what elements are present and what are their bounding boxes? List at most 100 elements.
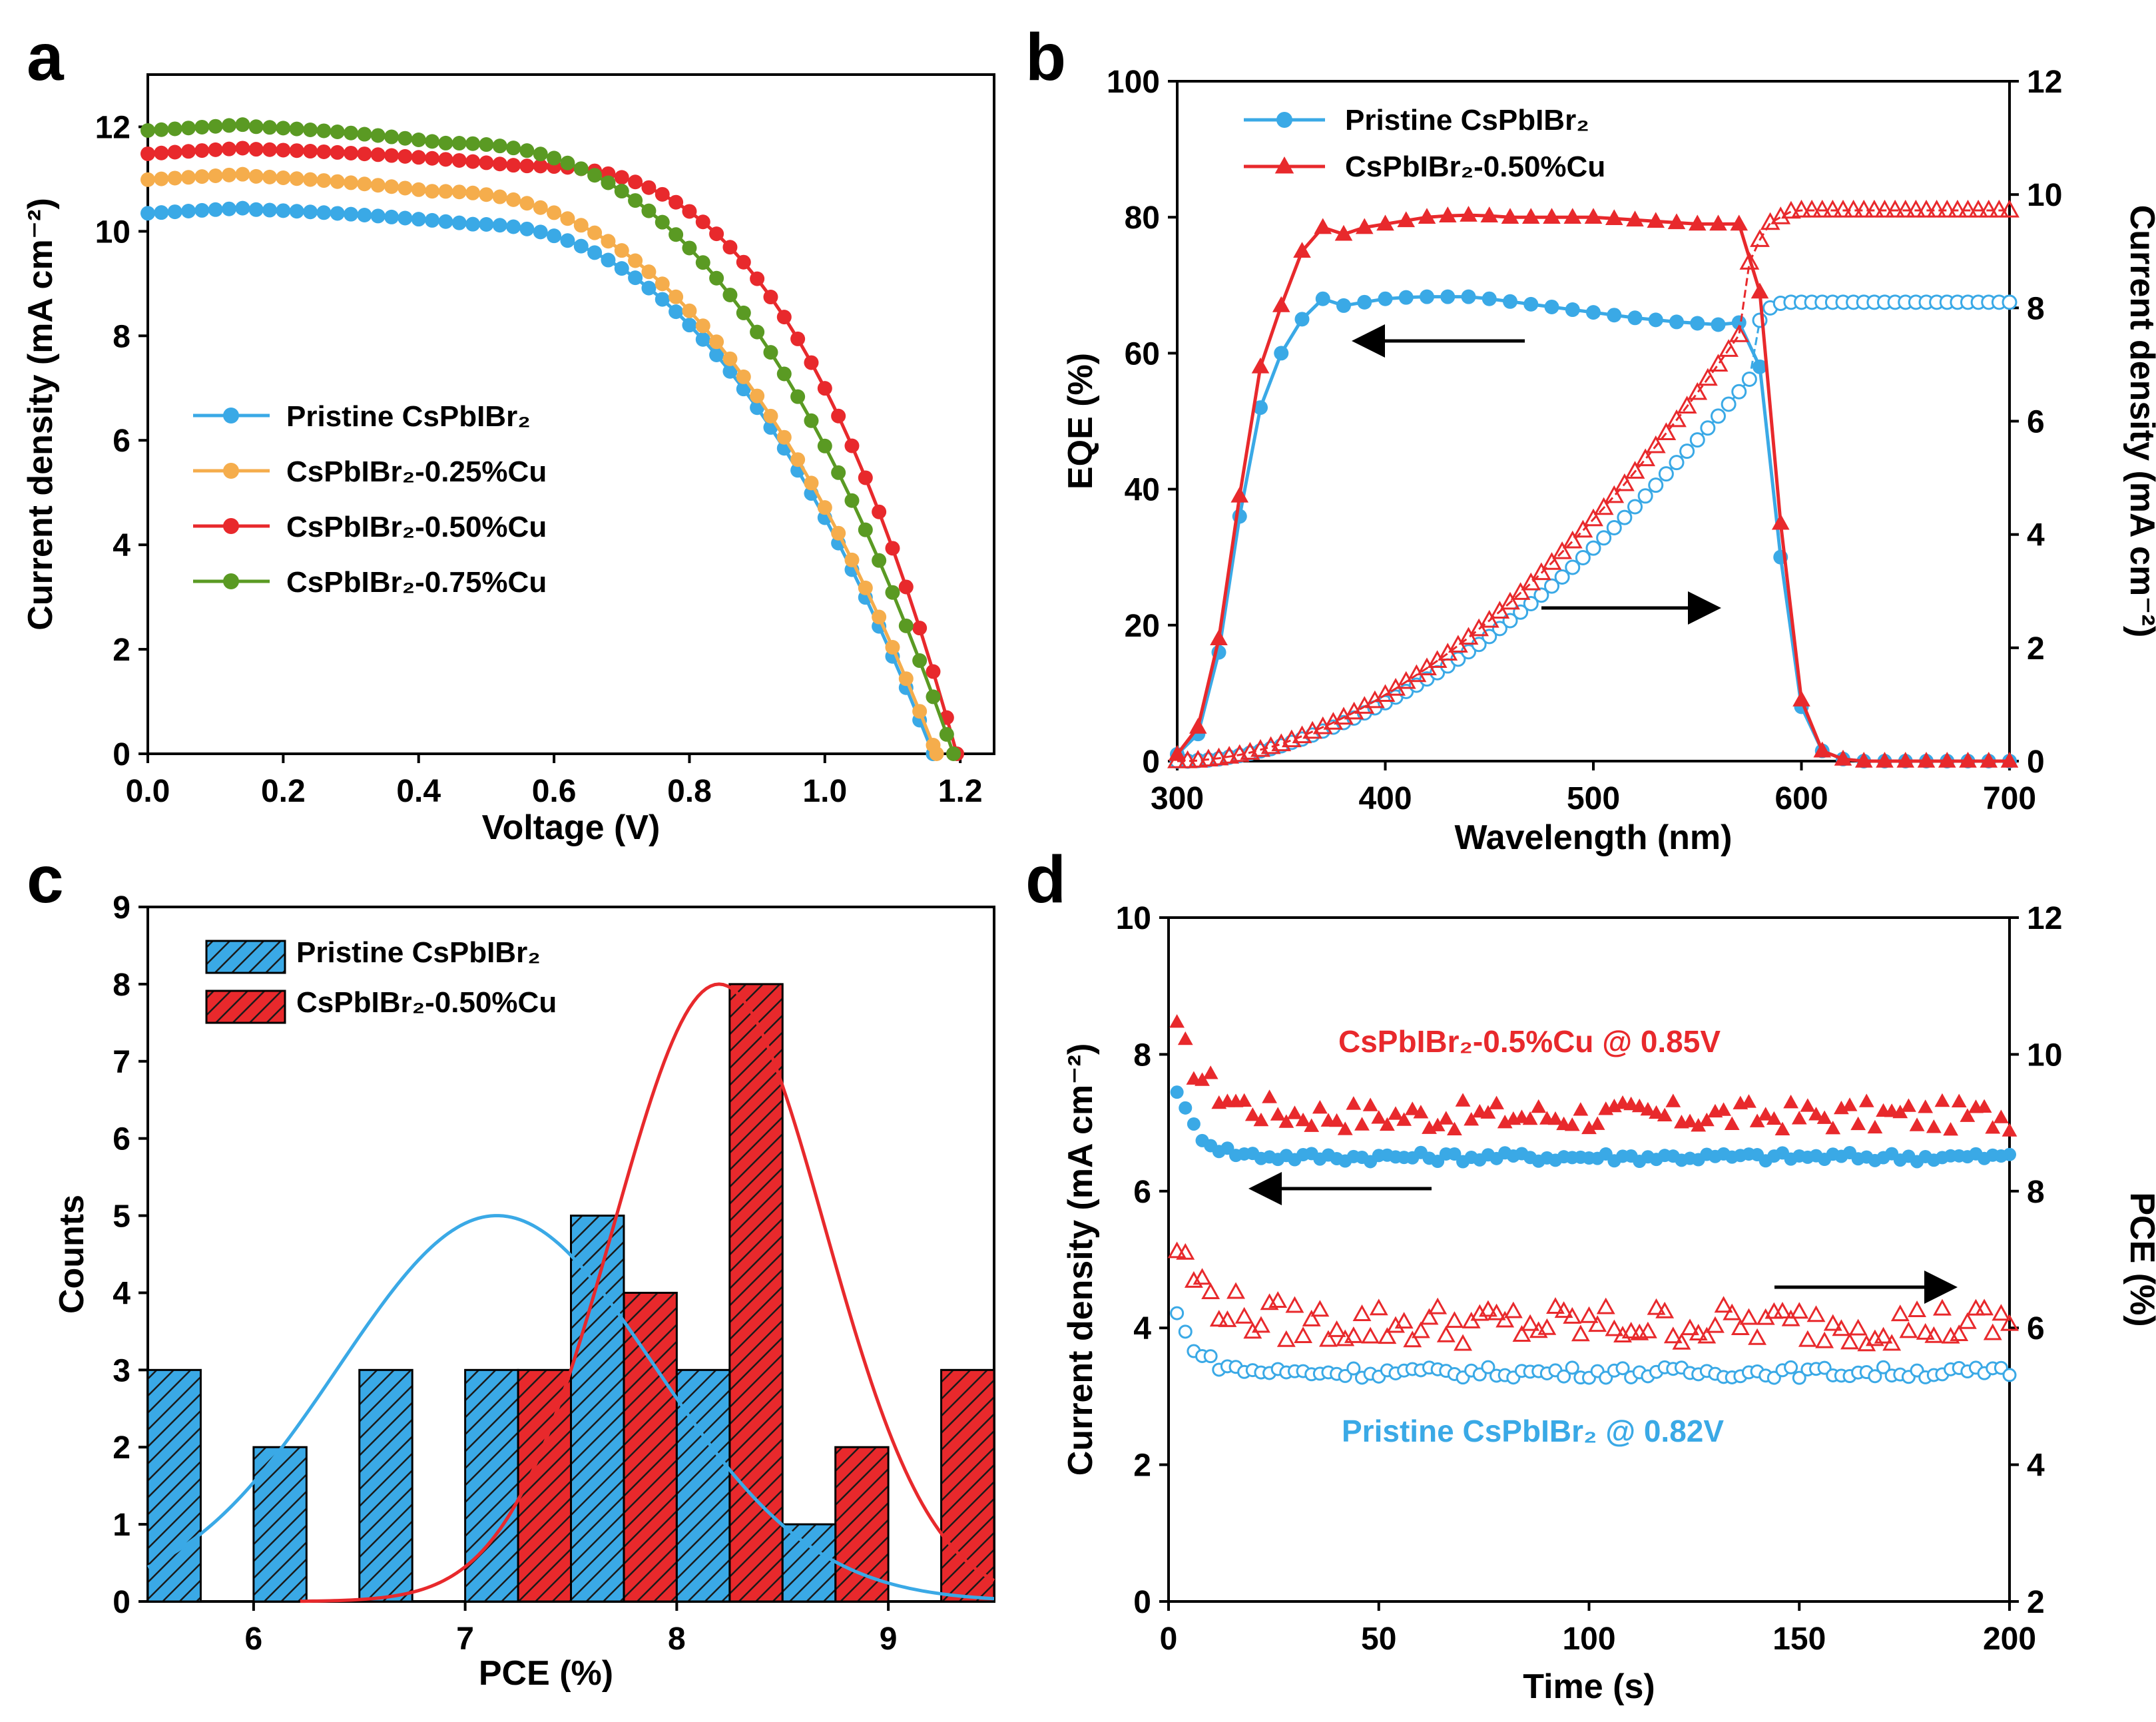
b-eqe-point-1: [1771, 513, 1790, 530]
a-data-point-2: [722, 240, 738, 255]
a-data-point-3: [601, 175, 616, 190]
a-data-point-0: [276, 203, 291, 218]
c-bar-0: [358, 1368, 413, 1603]
b-eqe-point-0: [1294, 312, 1310, 327]
a-data-point-2: [763, 290, 778, 305]
b-jsc-point-1: [1469, 618, 1489, 637]
b-ytick-label: 40: [1125, 473, 1160, 508]
a-data-point-3: [872, 553, 887, 568]
b-eqe-point-0: [1398, 290, 1414, 305]
b-jsc-point-0: [1731, 384, 1747, 400]
b-jsc-point-0: [1523, 595, 1539, 611]
a-data-point-0: [682, 318, 697, 333]
d-point-1: [1187, 1117, 1201, 1131]
d-point-2: [1554, 1301, 1573, 1318]
d-point-2: [1647, 1298, 1666, 1315]
c-bar-0: [464, 1368, 519, 1603]
a-data-point-3: [776, 366, 792, 382]
b-jsc-point-0: [1689, 432, 1705, 448]
b-eqe-point-1: [1626, 210, 1644, 227]
b-jsc-point-1: [1854, 199, 1874, 218]
b-eqe-point-1: [1210, 629, 1228, 646]
d-point-2: [1983, 1323, 2002, 1340]
a-xtick-label: 0.8: [667, 774, 712, 809]
a-data-point-3: [763, 345, 778, 360]
d-point-0: [1791, 1111, 1807, 1125]
b-jsc-point-0: [1606, 519, 1622, 535]
a-data-point-2: [844, 438, 860, 453]
a-data-point-2: [384, 148, 400, 163]
d-point-2: [1697, 1326, 1717, 1344]
d-point-2: [1975, 1298, 1994, 1316]
a-data-point-1: [750, 388, 765, 404]
d-point-2: [1899, 1321, 1918, 1338]
d-point-0: [1649, 1105, 1664, 1119]
c-xtick-label: 7: [456, 1621, 474, 1657]
a-data-point-0: [289, 204, 304, 219]
a-ytick-label: 0: [113, 737, 131, 772]
d-point-0: [1716, 1102, 1731, 1116]
d-point-0: [1825, 1121, 1841, 1135]
panel-b-eqe: 300 400 500 600 700020406080100024681012Wave…: [1061, 65, 2156, 857]
a-data-point-1: [669, 289, 684, 304]
b-eqe-point-1: [2000, 752, 2019, 768]
a-data-point-1: [465, 185, 481, 200]
c-bar-0: [675, 1368, 731, 1603]
d-xtick-label: 200: [1983, 1621, 2036, 1657]
d-point-2: [1916, 1322, 1935, 1340]
d-point-0: [1195, 1072, 1210, 1086]
b-jsc-point-0: [1741, 372, 1757, 388]
d-yrtick-label: 6: [2027, 1311, 2045, 1346]
b-xtick-label: 600: [1774, 781, 1828, 816]
d-point-2: [1251, 1316, 1270, 1333]
panel-label-b: b: [1025, 20, 1066, 95]
d-point-2: [1386, 1316, 1405, 1333]
d-point-2: [1605, 1319, 1624, 1336]
d-ytick-label: 2: [1133, 1448, 1151, 1484]
d-point-2: [1655, 1301, 1675, 1318]
a-data-point-1: [140, 172, 155, 187]
b-jsc-point-0: [1752, 312, 1768, 328]
annotation-red-series: CsPbIBr₂-0.5%Cu @ 0.85V: [1338, 1024, 1721, 1059]
a-data-point-3: [398, 131, 413, 146]
a-data-point-2: [750, 271, 765, 286]
b-jsc-point-0: [1669, 455, 1685, 471]
a-data-point-0: [655, 292, 670, 307]
b-xtick-label: 700: [1983, 781, 2036, 816]
a-data-point-1: [248, 168, 264, 184]
a-data-point-3: [411, 132, 426, 147]
d-point-3: [1817, 1360, 1832, 1375]
d-point-1: [1170, 1085, 1184, 1099]
b-jsc-point-1: [1167, 750, 1187, 768]
b-eqe-point-1: [1355, 218, 1374, 234]
a-data-point-0: [695, 332, 710, 347]
b-eqe-point-0: [1253, 400, 1268, 416]
a-data-point-1: [709, 334, 724, 350]
d-point-0: [1816, 1110, 1832, 1124]
a-data-point-2: [316, 144, 332, 159]
d-point-0: [1312, 1100, 1328, 1114]
d-point-3: [1557, 1369, 1571, 1384]
a-data-point-2: [465, 154, 481, 169]
a-data-point-3: [709, 270, 724, 286]
d-point-0: [1304, 1118, 1320, 1132]
a-data-point-1: [790, 452, 806, 467]
d-ytick-label: 4: [1133, 1311, 1151, 1346]
d-point-0: [1774, 1121, 1790, 1136]
a-data-point-2: [804, 355, 819, 370]
a-data-point-2: [425, 150, 440, 166]
b-jsc-point-0: [1637, 488, 1653, 504]
b-jsc-point-1: [1780, 200, 1801, 219]
a-data-point-1: [519, 196, 535, 211]
d-point-2: [1992, 1304, 2011, 1321]
d-point-3: [1481, 1360, 1495, 1374]
d-point-3: [2002, 1368, 2017, 1382]
b-jsc-point-1: [1739, 252, 1760, 270]
d-point-2: [1503, 1301, 1523, 1318]
a-data-point-3: [506, 141, 521, 156]
d-point-0: [1993, 1109, 2009, 1123]
a-data-point-3: [898, 618, 914, 633]
b-eqe-point-1: [1584, 208, 1603, 224]
d-point-0: [1262, 1089, 1277, 1103]
d-point-0: [1346, 1096, 1362, 1110]
